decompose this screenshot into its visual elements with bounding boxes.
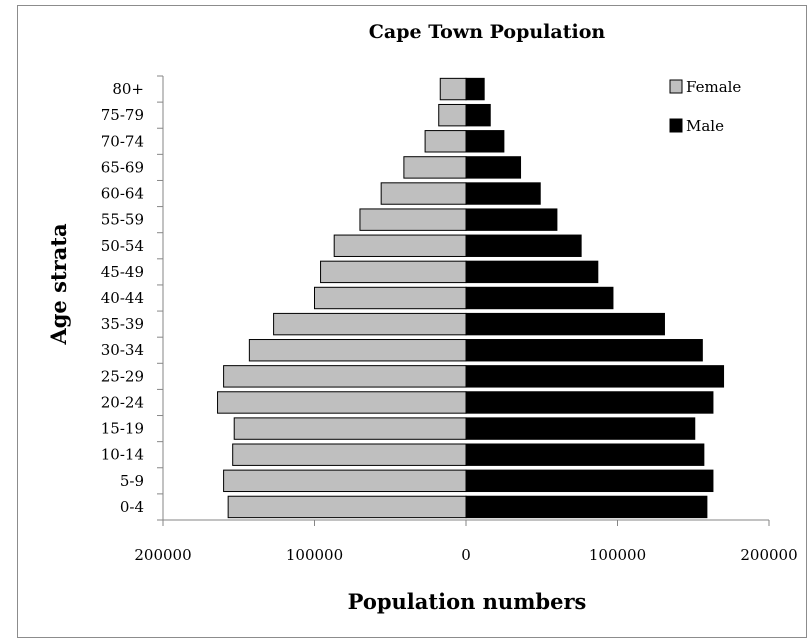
- y-tick-label: 10-14: [101, 446, 144, 464]
- y-tick-label: 0-4: [120, 498, 144, 516]
- bar-female-40-44: [314, 286, 467, 310]
- y-tick-label: 65-69: [101, 158, 144, 176]
- bar-male-10-14: [465, 443, 705, 466]
- bar-male-50-54: [465, 234, 582, 257]
- x-tick-label: 200000: [740, 546, 797, 564]
- y-tick-label: 20-24: [101, 393, 144, 411]
- bars-group: [217, 77, 725, 519]
- bar-female-70-74: [424, 130, 467, 153]
- x-tick-label: 0: [461, 546, 471, 564]
- x-tick-label: 200000: [134, 546, 191, 564]
- bar-male-0-4: [465, 495, 708, 519]
- legend-label-male: Male: [686, 117, 724, 135]
- legend: Female Male: [669, 78, 741, 135]
- legend-swatch-male: [669, 118, 683, 133]
- bar-female-50-54: [333, 234, 467, 257]
- bar-male-15-19: [465, 417, 696, 440]
- y-tick-label: 40-44: [101, 289, 144, 307]
- bar-female-30-34: [248, 339, 467, 362]
- x-tick-label: 100000: [286, 546, 343, 564]
- y-tick-label: 75-79: [101, 106, 144, 124]
- bar-male-65-69: [465, 156, 522, 179]
- bar-female-60-64: [380, 182, 467, 205]
- y-tick-label: 45-49: [101, 263, 144, 281]
- bar-female-5-9: [223, 469, 467, 493]
- bar-male-45-49: [465, 260, 599, 284]
- bar-male-30-34: [465, 339, 703, 362]
- legend-swatch-female: [669, 79, 683, 94]
- y-tick-label: 15-19: [101, 420, 144, 438]
- bar-female-65-69: [403, 156, 467, 179]
- bar-male-20-24: [465, 391, 714, 414]
- bar-female-35-39: [273, 312, 467, 336]
- bar-female-55-59: [359, 208, 467, 231]
- y-tick-label: 5-9: [120, 472, 144, 490]
- bar-female-15-19: [233, 417, 467, 440]
- y-tick-label: 80+: [112, 80, 144, 98]
- y-tick-label: 30-34: [101, 341, 144, 359]
- bar-male-70-74: [465, 130, 505, 153]
- bar-male-40-44: [465, 286, 614, 310]
- bar-male-80+: [465, 77, 485, 101]
- bar-female-20-24: [217, 391, 467, 414]
- y-tick-label: 55-59: [101, 211, 144, 229]
- bar-male-75-79: [465, 103, 491, 127]
- chart-title: Cape Town Population: [369, 21, 606, 43]
- x-tick-label: 100000: [589, 546, 646, 564]
- axes-group: 0-4 5-9 10-14 15-19 20-24 25-29 30-34 35-39 40-4…: [101, 75, 798, 564]
- legend-label-female: Female: [686, 78, 741, 96]
- y-tick-label: 70-74: [101, 132, 144, 150]
- bar-female-25-29: [223, 365, 467, 388]
- bar-female-45-49: [320, 260, 467, 284]
- y-tick-label: 35-39: [101, 315, 144, 333]
- bar-male-35-39: [465, 312, 665, 336]
- y-tick-label: 25-29: [101, 367, 144, 385]
- bar-male-5-9: [465, 469, 714, 493]
- bar-female-10-14: [232, 443, 467, 466]
- bar-male-25-29: [465, 365, 725, 388]
- y-tick-label: 60-64: [101, 185, 144, 203]
- bar-female-75-79: [438, 103, 467, 127]
- x-axis-title: Population numbers: [348, 589, 587, 614]
- y-tick-label: 50-54: [101, 237, 144, 255]
- bar-female-0-4: [227, 495, 467, 519]
- bar-female-80+: [439, 77, 467, 101]
- y-axis-title: Age strata: [46, 223, 71, 346]
- bar-male-55-59: [465, 208, 558, 231]
- bar-male-60-64: [465, 182, 541, 205]
